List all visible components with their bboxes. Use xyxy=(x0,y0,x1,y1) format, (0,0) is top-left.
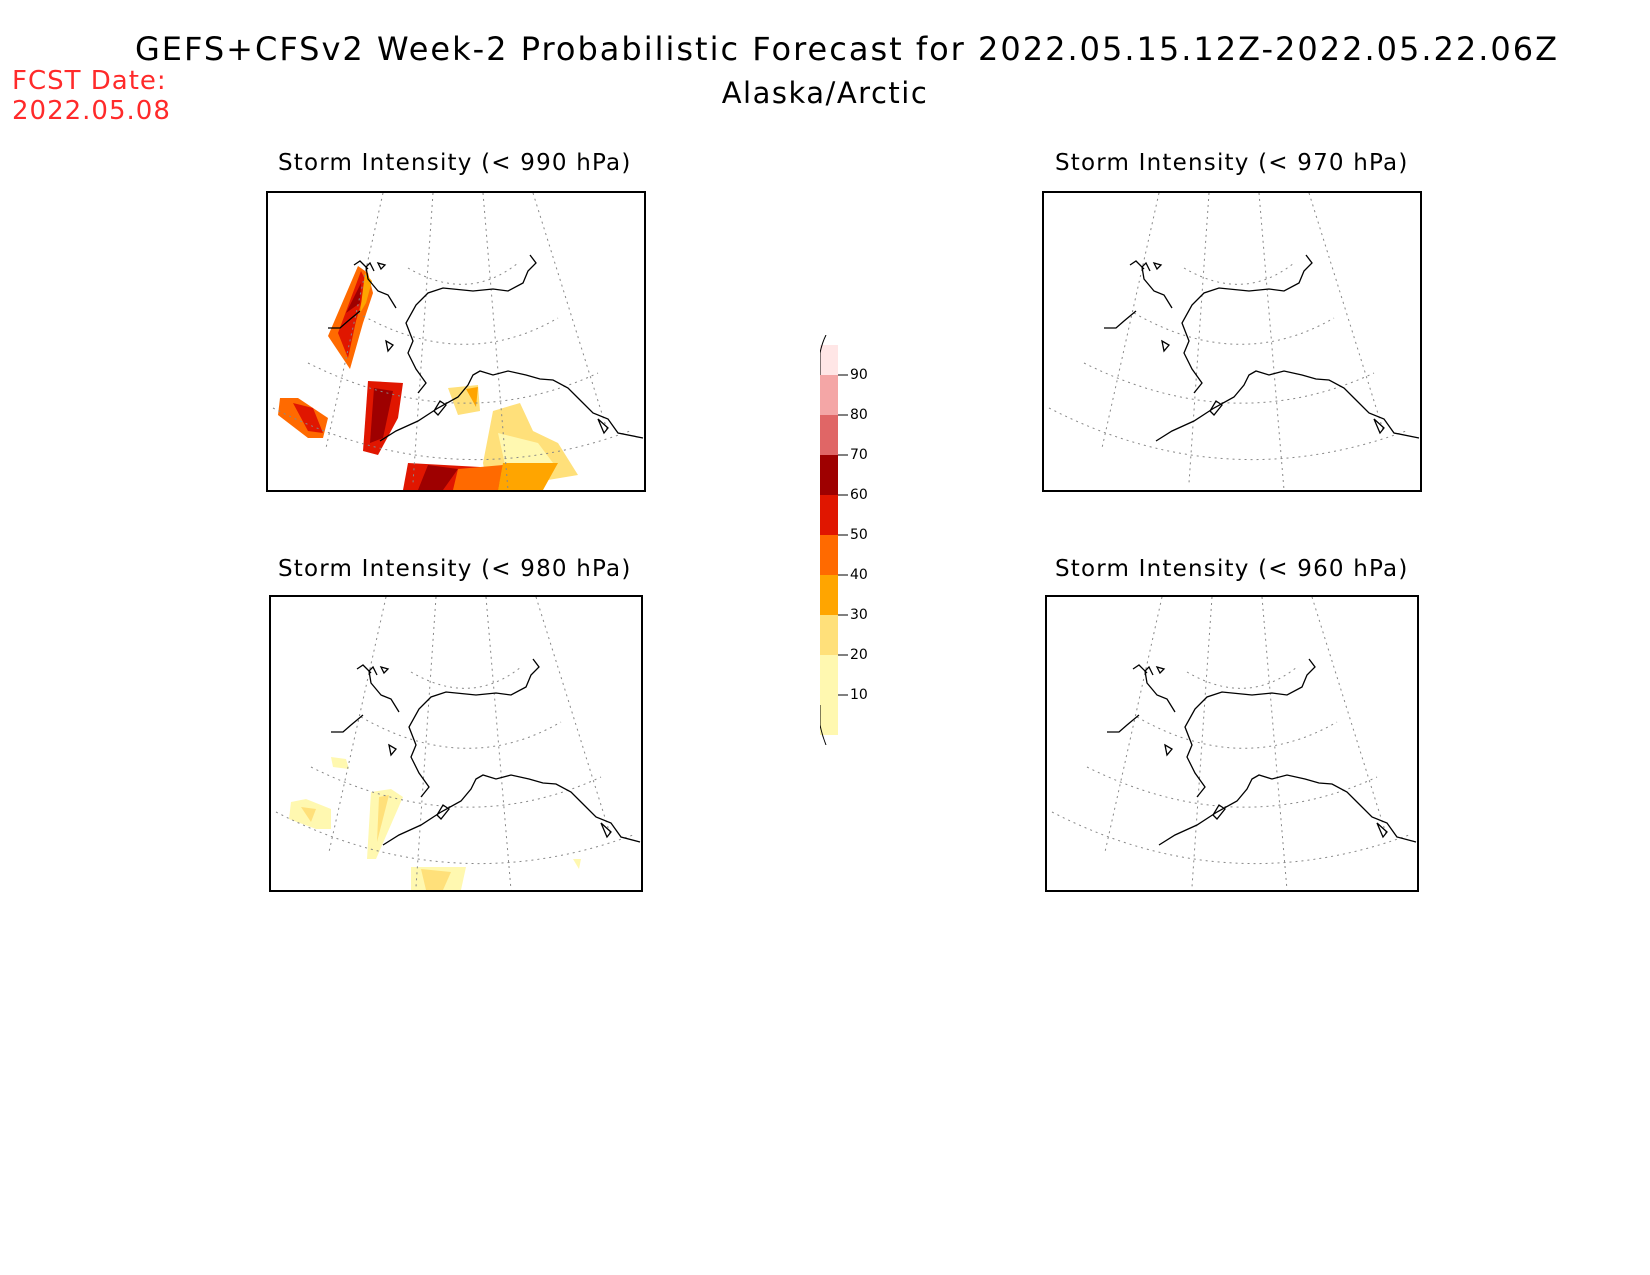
colorbar-swatch-top xyxy=(820,345,838,375)
map-panel-980 xyxy=(269,595,643,892)
colorbar: 90 80 70 60 50 40 30 20 10 xyxy=(820,335,880,745)
colorbar-swatch-50 xyxy=(820,535,838,575)
colorbar-swatch-20 xyxy=(820,655,838,695)
colorbar-label-90: 90 xyxy=(850,367,868,383)
colorbar-label-30: 30 xyxy=(850,607,868,623)
region-subtitle: Alaska/Arctic xyxy=(721,76,929,110)
forecast-date-value: 2022.05.08 xyxy=(12,96,171,126)
colorbar-swatch-60 xyxy=(820,495,838,535)
panel-990-title: Storm Intensity (< 990 hPa) xyxy=(278,150,632,176)
graticule-970 xyxy=(1048,193,1407,490)
graticule-980 xyxy=(275,597,634,890)
panel-970-title: Storm Intensity (< 970 hPa) xyxy=(1055,150,1409,176)
map-panel-990 xyxy=(266,191,646,492)
colorbar-swatch-30 xyxy=(820,615,838,655)
colorbar-label-10: 10 xyxy=(850,687,868,703)
figure-title: GEFS+CFSv2 Week-2 Probabilistic Forecast… xyxy=(135,30,1560,68)
colorbar-label-60: 60 xyxy=(850,487,868,503)
probability-fill-980 xyxy=(289,757,581,890)
colorbar-label-20: 20 xyxy=(850,647,868,663)
colorbar-label-40: 40 xyxy=(850,567,868,583)
graticule-960 xyxy=(1051,597,1410,890)
colorbar-swatch-90 xyxy=(820,375,838,415)
coastline-960 xyxy=(1107,658,1417,846)
panel-960-title: Storm Intensity (< 960 hPa) xyxy=(1055,556,1409,582)
colorbar-label-70: 70 xyxy=(850,447,868,463)
forecast-date: FCST Date: 2022.05.08 xyxy=(12,66,171,126)
colorbar-swatch-80 xyxy=(820,415,838,455)
colorbar-swatch-10 xyxy=(820,695,838,735)
colorbar-label-80: 80 xyxy=(850,407,868,423)
colorbar-swatch-70 xyxy=(820,455,838,495)
coastline-980 xyxy=(331,658,641,846)
colorbar-swatch-40 xyxy=(820,575,838,615)
coastline-970 xyxy=(1104,254,1420,442)
probability-fill-990 xyxy=(278,266,578,490)
colorbar-bottom-cap xyxy=(820,705,827,745)
colorbar-label-50: 50 xyxy=(850,527,868,543)
colorbar-top-cap xyxy=(820,335,827,375)
map-panel-960 xyxy=(1045,595,1419,892)
map-panel-970 xyxy=(1042,191,1422,492)
colorbar-swatches xyxy=(820,345,848,735)
forecast-date-label: FCST Date: xyxy=(12,66,167,96)
coastline-990 xyxy=(328,254,644,442)
graticule-990 xyxy=(272,193,631,490)
panel-980-title: Storm Intensity (< 980 hPa) xyxy=(278,556,632,582)
